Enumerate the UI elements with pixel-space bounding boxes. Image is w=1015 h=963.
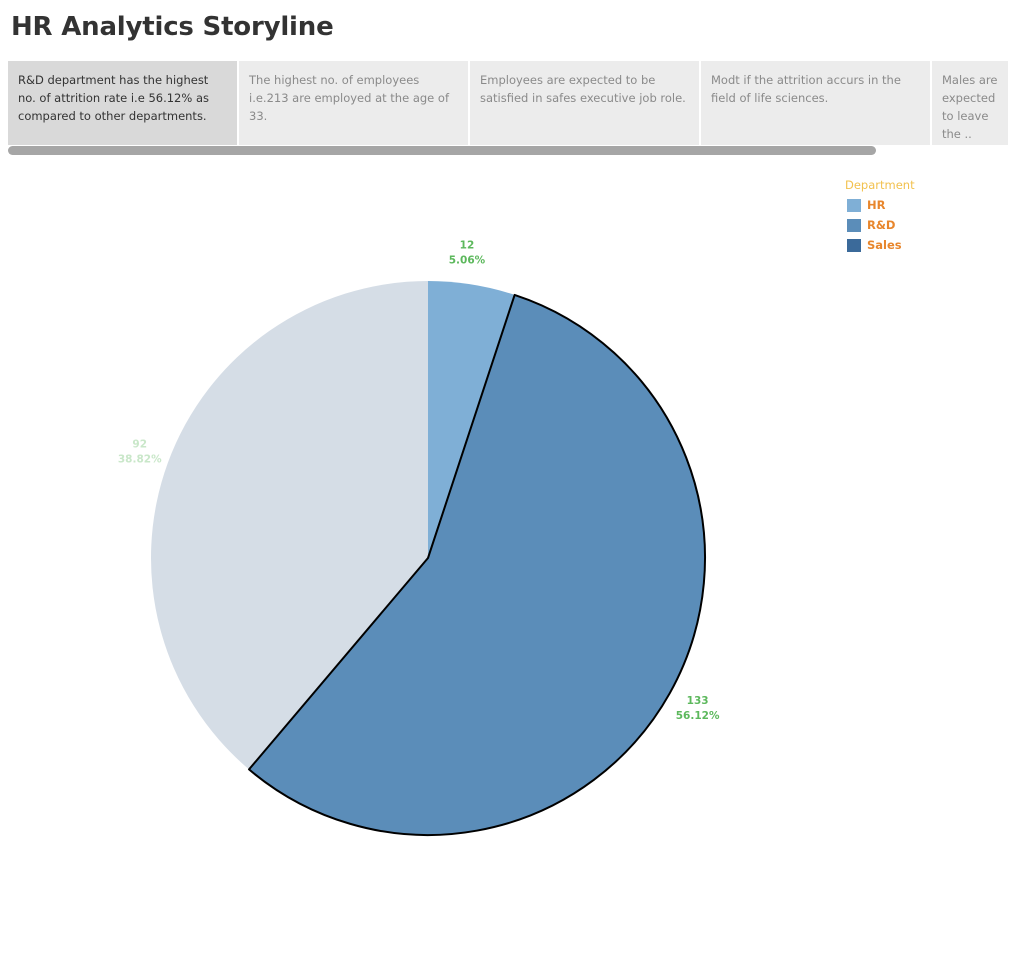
legend-title: Department <box>845 178 915 192</box>
legend: Department HR R&D Sales <box>845 178 955 255</box>
legend-item-sales[interactable]: Sales <box>845 235 955 255</box>
story-point-3[interactable]: Employees are expected to be satisfied i… <box>470 61 699 145</box>
story-point-text: Employees are expected to be satisfied i… <box>480 73 686 105</box>
legend-label: HR <box>867 198 886 212</box>
legend-swatch <box>847 238 861 252</box>
legend-swatch <box>847 218 861 232</box>
pie-slice-sales[interactable] <box>150 281 428 770</box>
slice-percent-label: 38.82% <box>118 453 162 465</box>
pie-slice-rd[interactable] <box>248 293 706 836</box>
story-point-text: R&D department has the highest no. of at… <box>18 73 209 123</box>
slice-value-label: 133 <box>687 695 709 707</box>
story-scrollbar[interactable] <box>8 146 876 155</box>
legend-item-hr[interactable]: HR <box>845 195 955 215</box>
legend-label: R&D <box>867 218 896 232</box>
legend-label: Sales <box>867 238 902 252</box>
story-point-2[interactable]: The highest no. of employees i.e.213 are… <box>239 61 468 145</box>
page-title: HR Analytics Storyline <box>11 12 334 42</box>
story-point-5[interactable]: Males are expected to leave the .. <box>932 61 1008 145</box>
pie-slice-hr[interactable] <box>428 281 515 558</box>
legend-item-rd[interactable]: R&D <box>845 215 955 235</box>
legend-swatch <box>847 198 861 212</box>
slice-value-label: 12 <box>460 239 475 251</box>
story-point-4[interactable]: Modt if the attrition accurs in the fiel… <box>701 61 930 145</box>
slice-value-label: 92 <box>132 438 147 450</box>
story-navigator: R&D department has the highest no. of at… <box>8 61 1008 145</box>
story-point-1[interactable]: R&D department has the highest no. of at… <box>8 61 237 145</box>
story-scrollbar-thumb[interactable] <box>8 146 876 155</box>
story-point-text: Males are expected to leave the .. <box>942 73 998 141</box>
story-point-text: The highest no. of employees i.e.213 are… <box>249 73 449 123</box>
slice-percent-label: 5.06% <box>449 254 486 266</box>
story-point-text: Modt if the attrition accurs in the fiel… <box>711 73 901 105</box>
slice-percent-label: 56.12% <box>676 710 720 722</box>
